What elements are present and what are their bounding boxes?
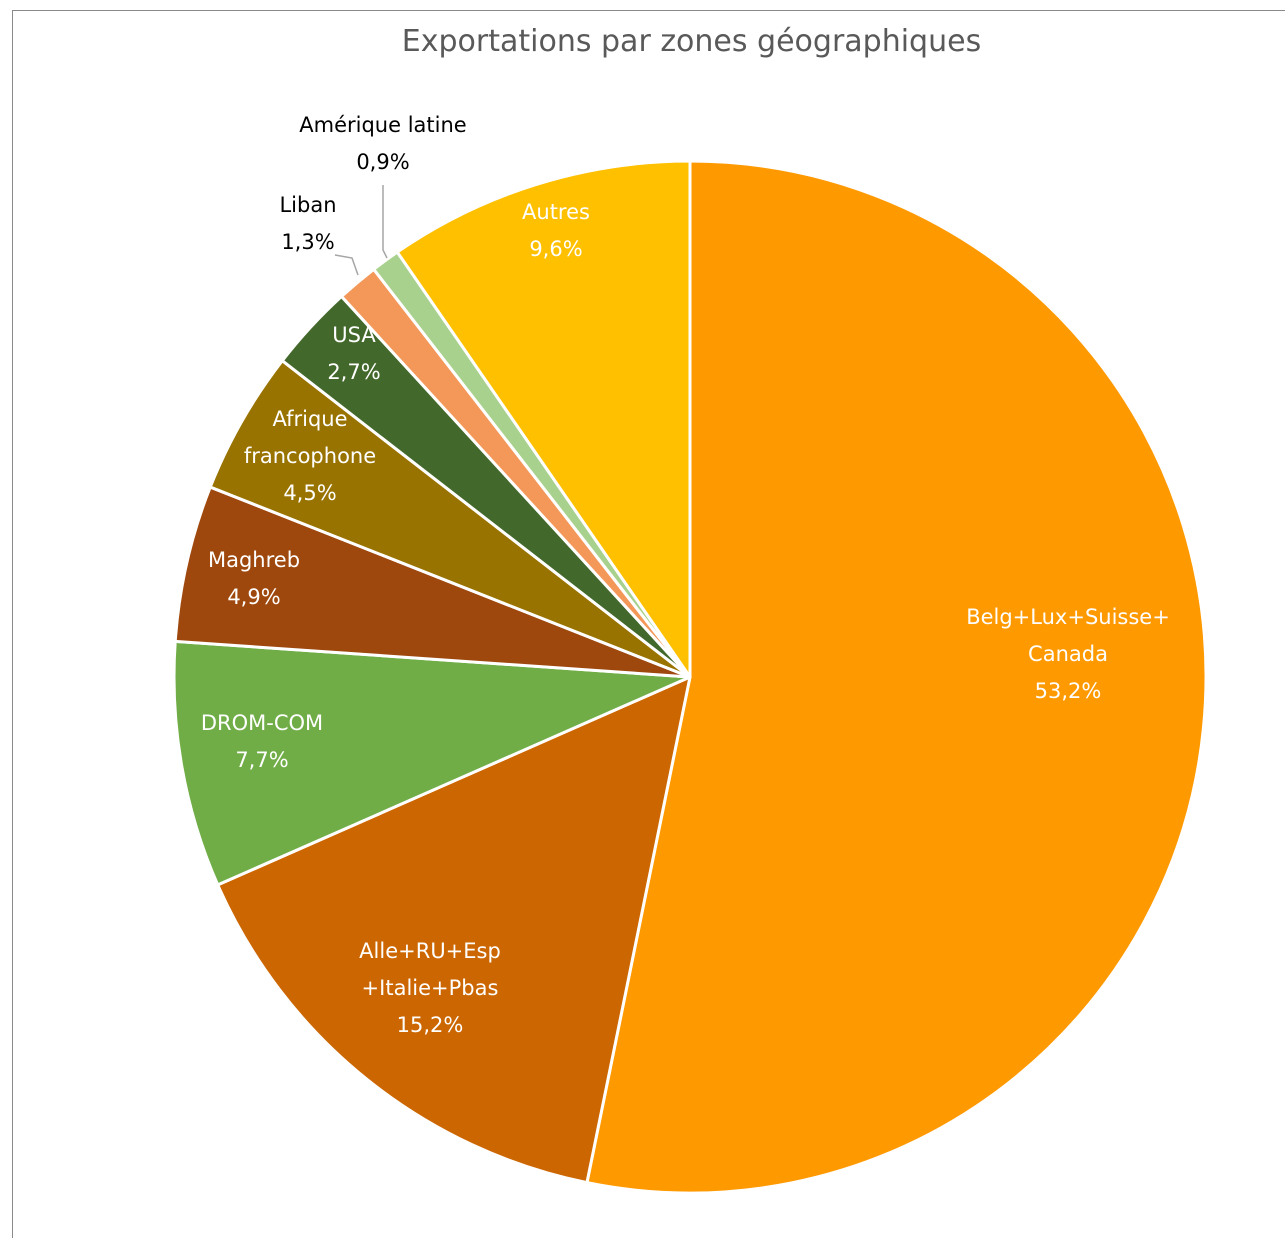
slice-name-label: Canada [1028, 642, 1108, 666]
slice-value-label: 4,5% [283, 481, 336, 505]
pie-slice-maghreb [173, 485, 692, 679]
pie-slice-belg-lux-suisse-canada [585, 159, 1208, 1195]
slice-value-label: 53,2% [1035, 679, 1102, 703]
pie-slice-drom-com [172, 639, 692, 887]
slice-value-label: 9,6% [529, 237, 582, 261]
leader-line-liban [334, 254, 359, 276]
chart-title: Exportations par zones géographiques [401, 24, 982, 59]
slice-name-label: Autres [522, 200, 590, 224]
slice-name-label: Amérique latine [299, 113, 466, 137]
slice-name-label: francophone [244, 444, 376, 468]
slice-label-maghreb: Maghreb 4,9% [208, 548, 300, 609]
slice-label-autres: Autres 9,6% [522, 200, 590, 261]
slice-name-label: Maghreb [208, 548, 300, 572]
slice-label-belg-lux-suisse-canada: Belg+Lux+Suisse+ Canada 53,2% [966, 605, 1170, 703]
slice-label-drom-com: DROM-COM 7,7% [201, 711, 323, 772]
slice-value-label: 7,7% [235, 748, 288, 772]
slice-name-label: DROM-COM [201, 711, 323, 735]
chart-frame [12, 10, 1285, 1238]
slice-value-label: 4,9% [227, 585, 280, 609]
slice-label-alle-ru-esp-italie-pbas: Alle+RU+Esp +Italie+Pbas 15,2% [359, 939, 501, 1037]
slice-value-label: 0,9% [356, 150, 409, 174]
pie-slices [172, 159, 1208, 1195]
slice-name-label: Afrique [272, 407, 347, 431]
slice-labels: Belg+Lux+Suisse+ Canada 53,2% Alle+RU+Esp +I… [201, 113, 1170, 1037]
slice-value-label: 2,7% [327, 360, 380, 384]
leader-lines [334, 185, 388, 276]
slice-label-usa: USA 2,7% [327, 323, 380, 384]
slice-name-label: Liban [279, 193, 336, 217]
slice-label-liban: Liban 1,3% [279, 193, 336, 254]
slice-name-label: Belg+Lux+Suisse+ [966, 605, 1170, 629]
slice-label-amerique-latine: Amérique latine 0,9% [299, 113, 466, 174]
slice-value-label: 15,2% [397, 1013, 464, 1037]
leader-line-amerique-latine [382, 185, 388, 259]
slice-name-label: +Italie+Pbas [362, 976, 499, 1000]
slice-label-afrique-francophone: Afrique francophone 4,5% [244, 407, 376, 505]
pie-slice-autres [395, 159, 692, 679]
slice-value-label: 1,3% [281, 230, 334, 254]
pie-slice-alle-ru-esp-italie-pbas [216, 675, 692, 1185]
slice-name-label: USA [332, 323, 376, 347]
slice-name-label: Alle+RU+Esp [359, 939, 501, 963]
